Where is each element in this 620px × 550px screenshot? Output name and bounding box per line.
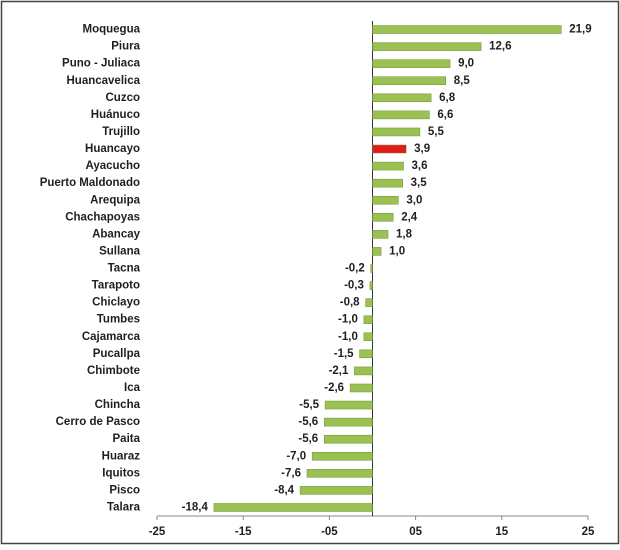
bar [359,349,373,359]
y-tick-label: Piura [111,41,140,53]
value-label: 1,8 [396,228,413,240]
x-tick-label: 15 [495,526,508,538]
y-tick-label: Pucallpa [93,348,141,360]
bar [372,230,389,239]
y-tick-label: Huánuco [91,109,140,121]
y-tick-label: Chiclayo [92,297,140,309]
bar [372,42,482,51]
value-label: 3,5 [411,177,428,189]
bar [369,281,373,290]
value-label: -0,2 [345,263,365,275]
value-label: -7,0 [286,450,306,462]
y-tick-label: Arequipa [90,194,140,206]
value-label: 6,8 [439,92,456,104]
value-label: 12,6 [489,41,511,53]
value-label: 5,5 [428,126,445,138]
y-tick-label: Ayacucho [85,160,140,172]
y-tick-label: Talara [107,501,141,513]
bar [372,161,404,171]
y-tick-label: Cajamarca [82,331,141,343]
y-tick-label: Ica [124,382,141,394]
x-tick-label: -05 [321,526,338,538]
bar [323,417,373,427]
value-label: -5,6 [298,416,318,428]
bar [306,469,373,478]
y-tick-label: Moquegua [83,24,141,36]
bar [349,383,373,393]
bar [363,332,373,342]
y-tick-label: Trujillo [102,126,140,138]
bar [324,400,373,410]
bar [365,298,373,307]
value-label: -0,8 [340,297,360,309]
y-tick-label: Tacna [108,263,141,275]
value-label: 3,6 [412,160,428,172]
x-tick-label: -25 [149,526,166,538]
bar [372,25,562,34]
value-label: 3,9 [414,143,430,155]
y-tick-label: Iquitos [102,467,140,479]
y-tick-label: Huancayo [85,143,140,155]
value-label: -0,3 [344,280,364,292]
x-tick-label: 05 [409,526,422,538]
y-tick-label: Puerto Maldonado [40,177,140,189]
bar [370,264,373,273]
y-tick-label: Paita [113,433,141,445]
value-label: 21,9 [569,24,591,36]
y-tick-label: Cerro de Pasco [56,416,140,428]
bar [372,110,430,120]
value-label: 6,6 [437,109,453,121]
value-label: 9,0 [458,58,474,70]
value-label: -8,4 [274,484,294,496]
bar [299,486,373,495]
value-label: -1,0 [338,331,358,343]
bar [354,366,373,376]
value-label: 1,0 [389,245,405,257]
y-tick-label: Pisco [109,484,140,496]
bar [372,59,451,68]
bar [363,315,373,324]
value-label: -7,6 [281,467,301,479]
bar [323,434,373,444]
value-label: -2,1 [329,365,349,377]
value-label: -18,4 [182,501,209,513]
bar [372,76,447,85]
y-tick-label: Sullana [99,245,141,257]
bar [311,452,373,461]
y-tick-label: Abancay [92,228,141,240]
x-tick-label: -15 [235,526,252,538]
value-label: -1,0 [338,314,358,326]
value-label: -5,5 [299,399,319,411]
value-label: -2,6 [324,382,344,394]
bar [372,127,421,137]
y-tick-label: Puno - Juliaca [62,58,141,70]
value-label: 3,0 [406,194,422,206]
value-label: -5,6 [298,433,318,445]
bar [213,503,373,512]
x-tick-label: 25 [582,526,595,538]
y-tick-label: Tumbes [97,314,140,326]
bar [372,213,394,222]
y-tick-label: Chimbote [87,365,140,377]
bar [372,178,403,188]
y-tick-label: Chachapoyas [65,211,140,223]
value-label: 8,5 [454,75,471,87]
value-label: -1,5 [334,348,354,360]
y-tick-label: Huancavelica [66,75,140,87]
y-tick-label: Huaraz [102,450,141,462]
y-tick-label: Cuzco [106,92,141,104]
bar [372,93,432,103]
y-tick-label: Tarapoto [92,280,140,292]
bar [372,144,407,154]
value-label: 2,4 [401,211,418,223]
bar [372,247,382,256]
y-tick-label: Chincha [95,399,141,411]
bar [372,195,399,205]
